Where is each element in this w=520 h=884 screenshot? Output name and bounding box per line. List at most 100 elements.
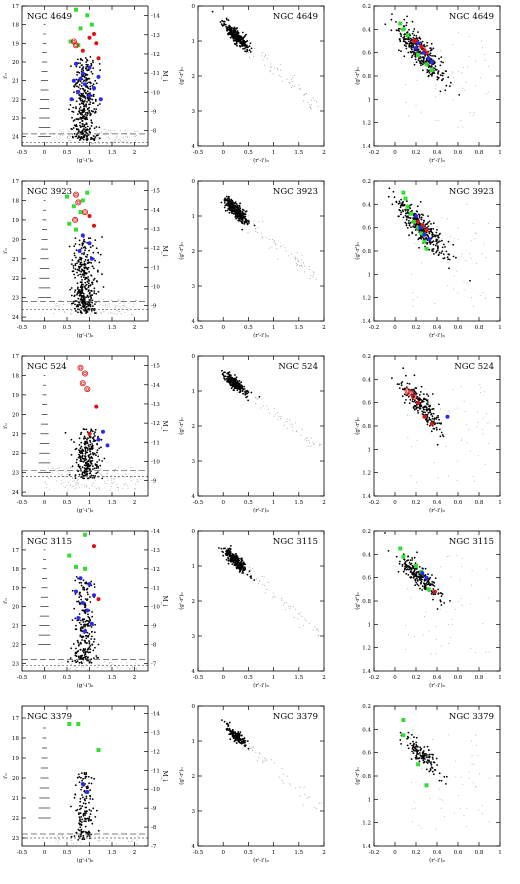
data-point [87,437,89,440]
data-point [83,305,86,308]
plot-frame [21,530,149,672]
data-point [82,274,85,276]
background-point [95,487,97,489]
field-point [468,36,470,38]
field-point [487,422,489,424]
field-point [481,40,482,42]
locus-point [311,437,313,439]
field-point [470,257,472,259]
data-point [239,202,242,205]
data-point [84,281,87,284]
field-point [433,462,435,464]
data-point [244,41,247,44]
field-point [457,239,459,241]
data-point [233,385,235,387]
data-point [424,584,427,587]
data-point [227,562,230,565]
data-point [95,292,98,295]
data-point [429,404,431,407]
field-point [457,32,459,34]
background-point [128,302,130,304]
data-point [83,477,86,480]
locus-point [284,247,286,249]
background-point [72,481,74,483]
data-point [230,387,233,390]
data-point [73,85,76,88]
data-point [87,635,89,638]
y-tick-label: 3 [192,459,196,465]
y2-tick-label: -13 [151,548,160,554]
data-point [87,304,90,307]
background-point [123,140,125,142]
data-point [415,234,417,236]
field-point [465,260,467,261]
background-point [129,668,131,670]
data-point [235,203,238,205]
data-point [418,216,421,219]
data-point [87,278,90,281]
data-point [86,134,88,137]
data-point [82,579,85,582]
data-point [84,641,87,644]
panel-gr-ri-zoom-ngc-3115: -0.2 0 0.2 0.4 0.6 0.8 10.20.40.60.811.21.4(r'… [354,529,502,689]
data-point [441,250,444,253]
data-point [442,435,445,438]
data-point [384,23,387,26]
y-tick-label: 0.6 [362,51,371,57]
data-point [86,438,88,441]
background-point [91,303,93,305]
data-point [226,198,229,200]
data-point [401,565,404,567]
background-point [74,479,76,481]
background-point [98,486,100,488]
data-point [403,55,406,58]
data-point [426,41,429,44]
background-point [118,466,120,468]
x-tick-label: 0.8 [475,500,484,506]
locus-point [294,256,296,258]
data-point [75,647,77,650]
field-point [417,392,419,394]
data-point [90,580,93,583]
data-point [82,621,85,623]
background-point [61,479,63,481]
data-point [428,74,430,77]
locus-point [317,106,319,108]
background-point [57,476,59,478]
data-point [222,547,225,550]
y-tick-label: 23 [12,116,19,122]
background-point [107,304,109,306]
data-point [403,33,406,36]
background-point [138,474,140,476]
data-point [78,444,81,446]
field-point [487,91,489,93]
data-point [82,269,85,272]
data-point [440,60,443,63]
field-point [428,630,430,632]
data-point [89,246,92,249]
data-point [79,121,81,124]
field-point [465,82,467,83]
background-point [129,467,131,468]
background-point [96,667,98,669]
green-marker [71,204,76,209]
data-point [77,274,79,277]
data-point [239,566,241,568]
data-point [435,68,438,71]
data-point [78,111,81,114]
background-point [55,133,57,135]
data-point [89,112,92,115]
field-point [443,69,445,71]
data-point [405,24,408,27]
data-point [88,109,91,112]
data-point [400,211,403,214]
data-point [84,259,87,261]
data-point [226,29,228,32]
background-point [58,662,60,664]
blue-marker [98,97,103,102]
data-point [237,206,240,209]
locus-point [261,398,263,400]
y-tick-label: 23 [12,471,19,477]
data-point [415,392,418,395]
data-point [234,33,237,36]
